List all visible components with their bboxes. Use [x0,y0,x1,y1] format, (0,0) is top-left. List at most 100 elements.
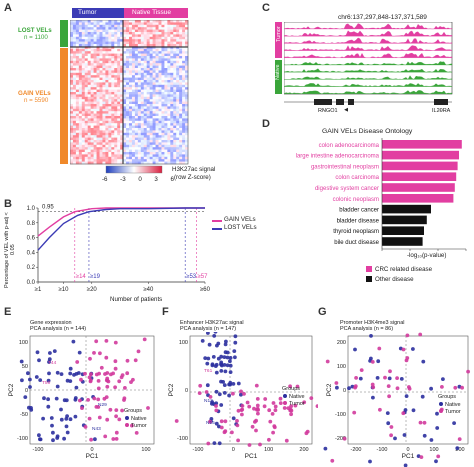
heatmap-cell [146,24,150,28]
heatmap-cell [75,20,80,23]
heatmap-cell [152,63,156,66]
heatmap-cell [164,104,168,107]
heatmap-cell [176,99,180,102]
heatmap-cell [140,48,145,52]
heatmap-cell [182,80,186,83]
heatmap-cell [179,20,183,23]
heatmap-cell [129,161,133,165]
heatmap-cell [70,48,74,52]
colorbar-subtitle: (row Z-score) [174,174,211,181]
heatmap-cell [155,144,159,148]
heatmap-cell [105,156,109,160]
heatmap-cell [179,135,183,138]
heatmap-cell [111,46,115,50]
heatmap-cell [87,80,91,83]
heatmap-cell [131,46,136,50]
heatmap-cell [173,27,177,30]
threshold-label: 0.95 [42,205,54,211]
heatmap-cell [143,128,147,131]
heatmap-cell [102,140,106,143]
heatmap-cell [137,135,142,138]
pca-point-native [212,441,217,445]
heatmap-cell [111,156,115,160]
pca-legend-tumor-dot [125,423,129,427]
heatmap-cell [126,51,130,54]
heatmap-cell [84,101,88,105]
heatmap-cell [179,137,183,141]
heatmap-cell [137,108,142,112]
heatmap-cell [140,77,145,81]
heatmap-cell [170,92,174,95]
pca-point-tumor [235,419,239,423]
heatmap-cell [99,130,103,134]
heatmap-cell [102,80,106,83]
heatmap-cell [182,60,186,64]
heatmap-cell [182,92,186,95]
heatmap-cell [99,65,103,69]
tumor-signal-track [284,37,453,44]
heatmap-cell [131,65,136,69]
heatmap-cell [140,147,145,150]
pca-point-tumor [94,372,99,377]
heatmap-cell [152,128,156,131]
heatmap-cell [70,32,74,35]
heatmap-cell [96,118,100,122]
heatmap-cell [143,111,147,114]
heatmap-cell [126,53,130,57]
heatmap-cell [126,99,130,102]
heatmap-cell [161,89,165,93]
heatmap-cell [149,125,153,129]
heatmap-cell [143,36,147,40]
legend-swatch-crc [366,266,372,272]
pca-point-native [35,350,40,355]
heatmap-cell [182,87,186,90]
heatmap-cell [114,75,118,78]
heatmap-cell [170,120,174,124]
heatmap-cell [176,44,180,47]
heatmap-cell [158,161,162,165]
heatmap-cell [182,82,186,86]
heatmap-cell [105,154,109,158]
pca-point-native [216,356,221,361]
heatmap-cell [170,82,174,86]
heatmap-cell [179,82,183,86]
gene-exon [434,99,448,105]
pca-point-native [375,376,380,380]
heatmap-cell [78,63,83,66]
pca-point-tumor [334,381,339,385]
heatmap-cell [140,142,145,146]
heatmap-cell [179,132,183,136]
heatmap-cell [173,58,177,62]
heatmap-cell [81,140,86,143]
heatmap-cell [152,92,156,95]
heatmap-cell [78,70,83,74]
heatmap-cell [75,125,80,129]
heatmap-cell [143,120,147,124]
heatmap-cell [84,77,88,81]
heatmap-cell [93,80,97,83]
heatmap-cell [182,125,186,129]
heatmap-cell [120,44,124,47]
heatmap-cell [120,53,124,57]
native-signal-track [284,61,453,66]
heatmap-cell [134,161,139,165]
heatmap-cell [99,156,103,160]
heatmap-cell [158,123,162,126]
heatmap-cell [72,108,77,112]
heatmap-cell [129,132,133,136]
heatmap-cell [81,152,86,155]
heatmap-cell [185,32,189,35]
pca-point-native [221,380,225,384]
pca-point-native [54,396,59,401]
pca-point-tumor [325,359,330,364]
heatmap-cell [129,46,133,50]
heatmap-cell [90,22,94,26]
heatmap-cell [81,70,86,74]
heatmap-cell [152,132,156,136]
heatmap-cell [131,70,136,74]
native-signal-track [284,83,453,87]
heatmap-cell [102,116,106,119]
heatmap-cell [179,53,183,57]
heatmap-cell [143,94,147,98]
tumor-signal-track [284,23,453,30]
